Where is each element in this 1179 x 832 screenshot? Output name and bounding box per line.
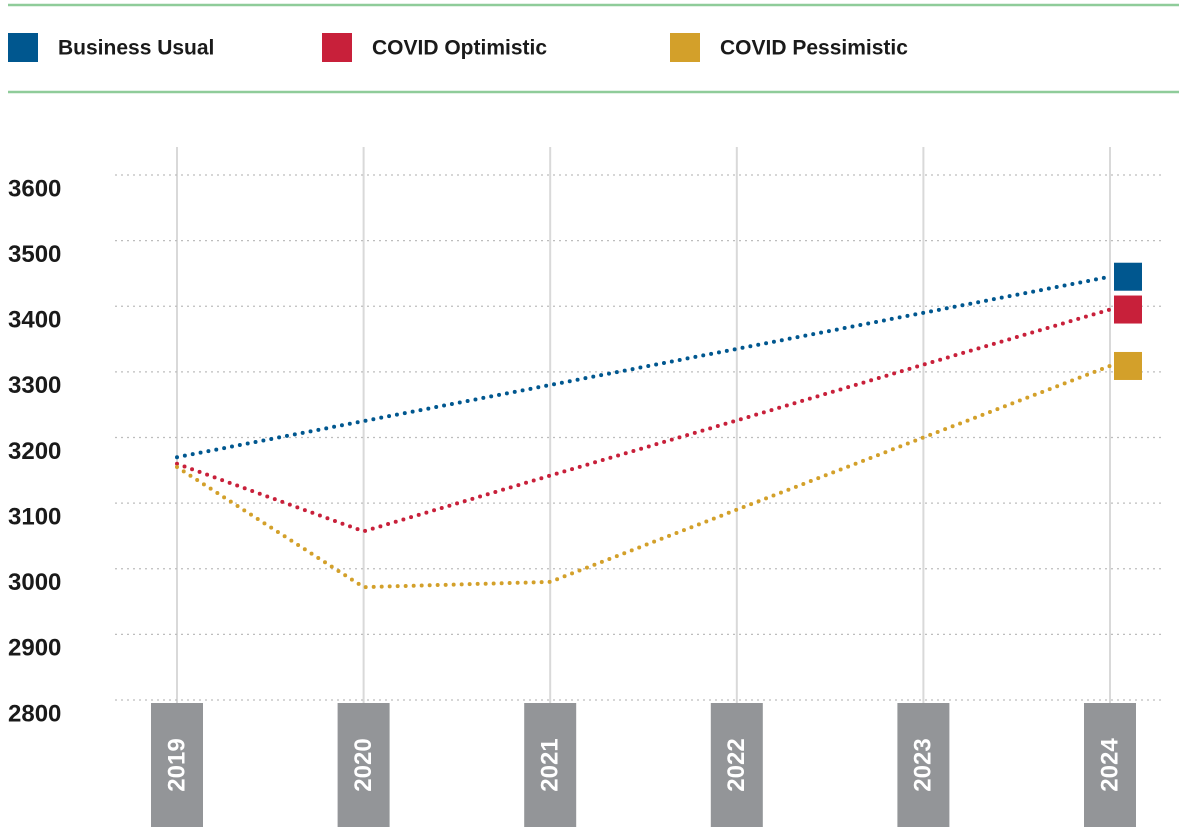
year-box: [337, 703, 390, 827]
y-tick-label: 3400: [8, 307, 61, 334]
legend-label: COVID Pessimistic: [720, 37, 908, 60]
x-tick-label: 2019: [163, 738, 190, 791]
y-tick-label: 3000: [8, 569, 61, 596]
end-marker: [1114, 351, 1142, 380]
end-marker: [1114, 262, 1142, 291]
x-tick-label: 2022: [723, 738, 750, 791]
x-tick-label: 2023: [910, 738, 937, 791]
year-box: [524, 703, 577, 827]
year-box: [897, 703, 950, 827]
end-marker: [1114, 295, 1142, 324]
x-tick-label: 2020: [350, 738, 377, 791]
series-line: [175, 307, 1112, 534]
legend-label: Business Usual: [58, 37, 214, 60]
x-tick-label: 2021: [537, 738, 564, 791]
y-tick-label: 3500: [8, 241, 61, 268]
x-tick-label: 2024: [1096, 738, 1123, 792]
legend-swatch: [8, 33, 38, 62]
year-box: [1084, 703, 1136, 827]
y-tick-label: 2900: [8, 635, 61, 662]
y-tick-label: 2800: [8, 700, 61, 727]
y-tick-label: 3100: [8, 503, 61, 530]
series-line: [175, 274, 1112, 460]
year-box: [710, 703, 763, 827]
legend-swatch: [670, 33, 700, 62]
series-line: [175, 363, 1112, 590]
y-tick-label: 3200: [8, 438, 61, 465]
legend-label: COVID Optimistic: [372, 37, 547, 60]
year-box: [151, 703, 203, 827]
legend-swatch: [322, 33, 352, 62]
y-tick-label: 3300: [8, 372, 61, 399]
y-tick-label: 3600: [8, 175, 61, 202]
